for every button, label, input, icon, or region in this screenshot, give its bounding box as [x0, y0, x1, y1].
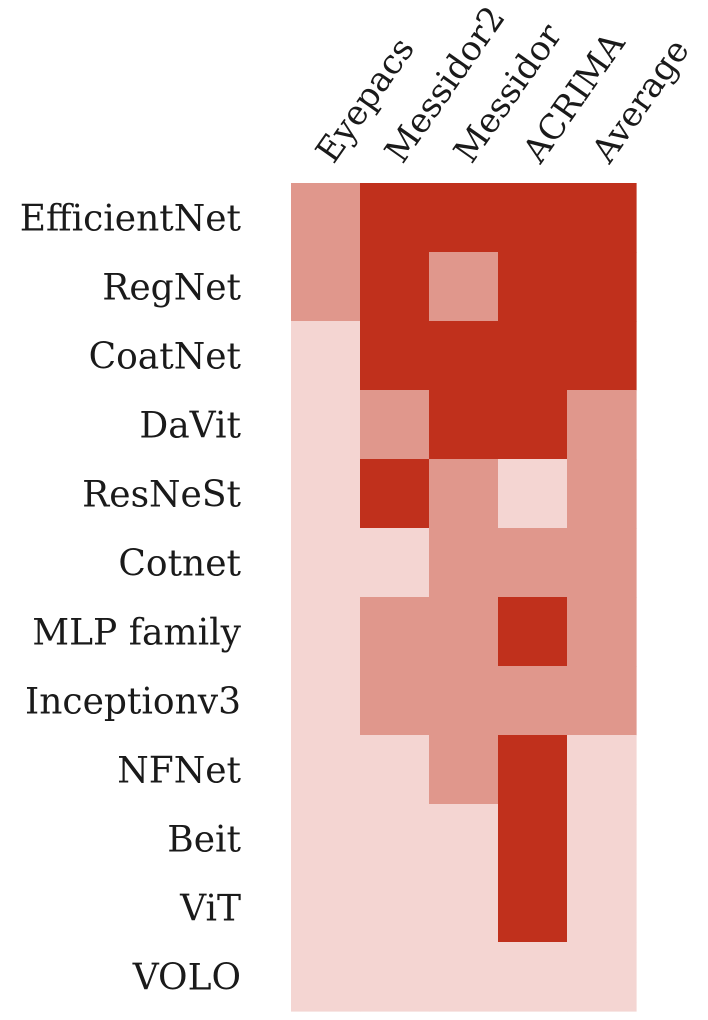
cell-resnest-messidor2 [360, 459, 430, 529]
cell-cotnet-acrima [498, 528, 568, 598]
cell-davit-acrima [498, 390, 568, 460]
cell-coatnet-average [567, 321, 637, 391]
row-label-resnest: ResNeSt [82, 475, 241, 516]
cell-vit-messidor [429, 873, 499, 943]
cell-beit-eyepacs [291, 804, 361, 874]
cell-nfnet-messidor [429, 735, 499, 805]
cell-cotnet-average [567, 528, 637, 598]
cell-regnet-messidor2 [360, 252, 430, 322]
row-label-nfnet: NFNet [117, 751, 241, 792]
cell-efficientnet-acrima [498, 183, 568, 253]
row-label-cotnet: Cotnet [118, 544, 241, 585]
cell-resnest-average [567, 459, 637, 529]
row-label-coatnet: CoatNet [89, 337, 242, 378]
cell-resnest-acrima [498, 459, 568, 529]
cell-inceptionv3-average [567, 666, 637, 736]
row-label-mlp-family: MLP family [32, 613, 241, 654]
cell-cotnet-eyepacs [291, 528, 361, 598]
row-label-regnet: RegNet [102, 268, 241, 309]
cell-nfnet-eyepacs [291, 735, 361, 805]
cell-nfnet-average [567, 735, 637, 805]
row-labels: EfficientNet RegNet CoatNet DaVit ResNeSt Cot… [20, 199, 242, 999]
cell-davit-messidor [429, 390, 499, 460]
cell-coatnet-messidor [429, 321, 499, 391]
cell-volo-messidor2 [360, 942, 430, 1012]
cell-inceptionv3-acrima [498, 666, 568, 736]
cell-mlp-family-eyepacs [291, 597, 361, 667]
cell-beit-messidor2 [360, 804, 430, 874]
cell-vit-average [567, 873, 637, 943]
cell-davit-average [567, 390, 637, 460]
cell-vit-messidor2 [360, 873, 430, 943]
cell-regnet-messidor [429, 252, 499, 322]
cell-volo-messidor [429, 942, 499, 1012]
cell-inceptionv3-messidor2 [360, 666, 430, 736]
cell-volo-eyepacs [291, 942, 361, 1012]
cell-davit-eyepacs [291, 390, 361, 460]
cell-mlp-family-acrima [498, 597, 568, 667]
cell-resnest-eyepacs [291, 459, 361, 529]
cell-volo-acrima [498, 942, 568, 1012]
cell-mlp-family-messidor [429, 597, 499, 667]
cell-resnest-messidor [429, 459, 499, 529]
cell-volo-average [567, 942, 637, 1012]
cell-coatnet-acrima [498, 321, 568, 391]
cell-efficientnet-messidor2 [360, 183, 430, 253]
cell-regnet-eyepacs [291, 252, 361, 322]
row-label-davit: DaVit [139, 406, 241, 447]
cell-davit-messidor2 [360, 390, 430, 460]
row-label-vit: ViT [179, 889, 241, 930]
cell-inceptionv3-messidor [429, 666, 499, 736]
cell-mlp-family-average [567, 597, 637, 667]
cell-nfnet-messidor2 [360, 735, 430, 805]
row-label-efficientnet: EfficientNet [20, 199, 242, 240]
row-label-beit: Beit [167, 820, 241, 861]
cell-vit-acrima [498, 873, 568, 943]
cell-efficientnet-messidor [429, 183, 499, 253]
cell-inceptionv3-eyepacs [291, 666, 361, 736]
cell-coatnet-eyepacs [291, 321, 361, 391]
cell-regnet-average [567, 252, 637, 322]
cell-beit-average [567, 804, 637, 874]
cell-beit-acrima [498, 804, 568, 874]
cell-cotnet-messidor2 [360, 528, 430, 598]
cell-nfnet-acrima [498, 735, 568, 805]
row-label-volo: VOLO [132, 958, 241, 999]
cell-cotnet-messidor [429, 528, 499, 598]
cell-mlp-family-messidor2 [360, 597, 430, 667]
heatmap-cells [291, 183, 637, 1012]
cell-beit-messidor [429, 804, 499, 874]
cell-regnet-acrima [498, 252, 568, 322]
cell-coatnet-messidor2 [360, 321, 430, 391]
cell-vit-eyepacs [291, 873, 361, 943]
row-label-inceptionv3: Inceptionv3 [25, 682, 241, 723]
cell-efficientnet-eyepacs [291, 183, 361, 253]
cell-efficientnet-average [567, 183, 637, 253]
